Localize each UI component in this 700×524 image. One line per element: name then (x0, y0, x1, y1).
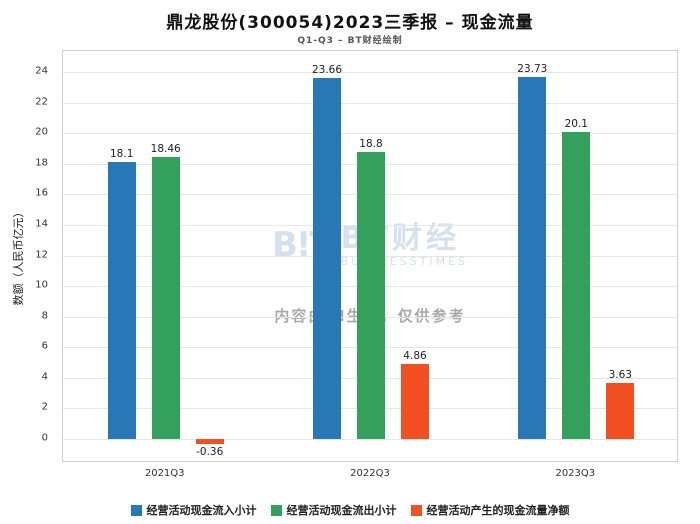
x-tick-label-2023Q3: 2023Q3 (555, 468, 596, 479)
legend-swatch-2 (270, 504, 282, 516)
bar-value-label: 3.63 (608, 369, 632, 382)
legend-swatch-3 (410, 504, 422, 516)
bar-value-label: -0.36 (196, 446, 224, 459)
bar-value-label: 23.73 (517, 62, 548, 75)
y-tick-label-12: 12 (35, 249, 48, 260)
gridline-20 (63, 133, 677, 135)
y-tick-label-10: 10 (35, 279, 48, 291)
gridline-22 (63, 102, 677, 104)
y-tick-label-0: 0 (41, 432, 48, 444)
bar-2021Q3-series3 (195, 438, 224, 445)
y-axis-ticks: 0 2 4 6 8 10 12 14 16 18 20 22 24 (0, 50, 56, 462)
bar-2021Q3-series2 (151, 156, 180, 439)
x-tick-label-2021Q3: 2021Q3 (144, 468, 185, 479)
gridline-24 (63, 72, 677, 74)
bar-value-label: 4.86 (403, 350, 427, 363)
y-tick-label-18: 18 (35, 157, 48, 169)
bar-value-label: 18.8 (359, 137, 383, 150)
chart-title: 鼎龙股份(300054)2023三季报 – 现金流量 (166, 13, 534, 33)
y-tick-label-14: 14 (35, 218, 48, 230)
y-tick-label-6: 6 (41, 340, 48, 352)
legend-label-2: 经营活动现金流出小计 (286, 504, 397, 517)
bar-2021Q3-series1 (107, 162, 136, 439)
bar-2022Q3-series1 (313, 77, 341, 439)
y-tick-label-24: 24 (35, 65, 48, 77)
bar-value-label: 20.1 (564, 117, 588, 130)
y-tick-label-20: 20 (35, 126, 48, 138)
legend: 经营活动现金流入小计 经营活动现金流出小计 经营活动产生的现金流量净额 (0, 502, 700, 518)
legend-label-1: 经营活动现金流入小计 (146, 504, 257, 517)
y-tick-label-2: 2 (41, 401, 48, 413)
bar-2022Q3-series3 (401, 364, 429, 439)
bar-2023Q3-series1 (518, 76, 547, 439)
bar-value-label: 18.1 (109, 148, 134, 161)
plot-area: B!T BT财经 BUSINESSTIMES 内容由AI生成，仅供参考 18.1… (62, 50, 678, 462)
bar-value-label: 18.46 (150, 142, 181, 155)
y-tick-label-4: 4 (41, 371, 48, 382)
y-tick-label-8: 8 (41, 310, 48, 321)
legend-swatch-1 (130, 504, 142, 516)
gridline-0 (63, 438, 677, 440)
bar-value-label: 23.66 (311, 63, 343, 76)
legend-item-3: 经营活动产生的现金流量净额 (410, 502, 570, 518)
y-tick-label-22: 22 (35, 96, 48, 108)
bar-2022Q3-series2 (357, 151, 385, 439)
bar-2023Q3-series2 (562, 131, 591, 439)
legend-item-2: 经营活动现金流出小计 (270, 502, 397, 518)
legend-item-1: 经营活动现金流入小计 (130, 502, 257, 518)
x-tick-label-2022Q3: 2022Q3 (350, 468, 390, 479)
bar-2023Q3-series3 (606, 383, 635, 439)
y-tick-label-16: 16 (35, 187, 48, 199)
chart-subtitle: Q1-Q3 – BT财经绘制 (297, 36, 403, 46)
legend-label-3: 经营活动产生的现金流量净额 (426, 504, 570, 517)
x-axis-labels: 2021Q3 2022Q3 2023Q3 (62, 468, 678, 484)
